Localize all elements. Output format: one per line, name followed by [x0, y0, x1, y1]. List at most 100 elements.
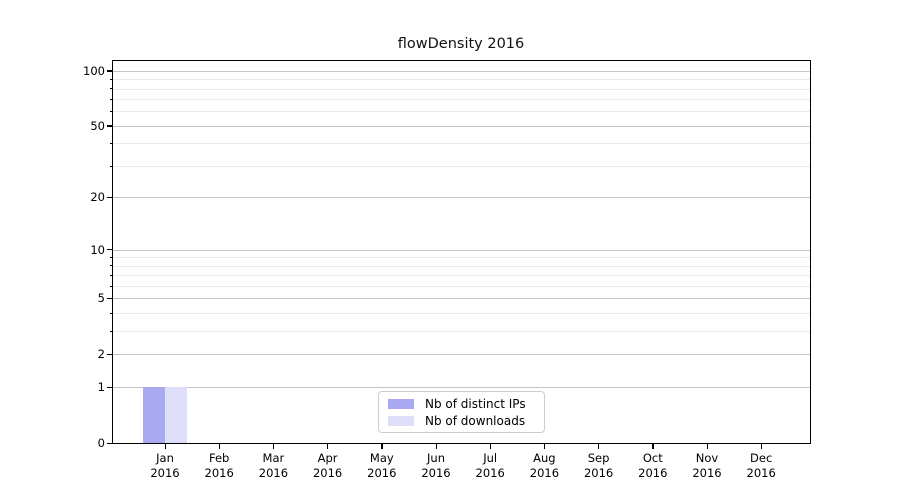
legend-label-downloads: Nb of downloads [425, 413, 526, 428]
y-minor-tick-mark [110, 256, 113, 258]
y-tick-label: 10 [90, 242, 105, 257]
y-minor-tick-mark [110, 330, 113, 332]
x-tick-mark [652, 443, 654, 449]
x-tick-label: Nov 2016 [675, 451, 739, 481]
plot-area [113, 61, 810, 443]
x-tick-label: May 2016 [350, 451, 414, 481]
x-tick-month: Nov [695, 451, 719, 465]
x-tick-mark [164, 443, 166, 449]
y-minor-tick-mark [110, 274, 113, 276]
y-minor-tick-mark [110, 98, 113, 100]
minor-gridline [113, 88, 810, 90]
legend: Nb of distinct IPs Nb of downloads [378, 391, 545, 433]
major-gridline [113, 387, 810, 389]
x-tick-month: Oct [642, 451, 663, 465]
x-tick-month: May [369, 451, 394, 465]
x-tick-year: 2016 [529, 466, 560, 480]
x-tick-year: 2016 [638, 466, 668, 480]
x-tick-mark [760, 443, 762, 449]
legend-label-distinct-ips: Nb of distinct IPs [425, 396, 526, 411]
minor-gridline [113, 265, 810, 267]
major-gridline [113, 249, 810, 251]
minor-gridline [113, 286, 810, 288]
x-tick-mark [489, 443, 491, 449]
x-tick-month: Jun [427, 451, 445, 465]
minor-gridline [113, 275, 810, 277]
major-gridline [113, 197, 810, 199]
x-tick-year: 2016 [367, 466, 397, 480]
minor-gridline [113, 79, 810, 81]
x-tick-mark [272, 443, 275, 449]
x-tick-year: 2016 [312, 466, 343, 480]
x-tick-mark [218, 443, 220, 449]
major-gridline [113, 354, 810, 356]
y-minor-tick-mark [110, 165, 113, 167]
x-tick-month: Feb [209, 451, 230, 465]
x-tick-label: Sep 2016 [567, 451, 631, 481]
x-tick-month: Jan [156, 451, 174, 465]
x-tick-mark [706, 443, 708, 449]
x-tick-month: Apr [317, 451, 338, 465]
minor-gridline [113, 111, 810, 113]
y-minor-tick-mark [110, 110, 113, 112]
y-minor-tick-mark [110, 265, 113, 267]
y-minor-tick-mark [110, 285, 113, 287]
x-tick-year: 2016 [692, 466, 722, 480]
x-tick-year: 2016 [475, 466, 505, 480]
x-tick-month: Mar [262, 451, 285, 465]
x-tick-label: Mar 2016 [241, 451, 305, 481]
major-gridline [113, 298, 810, 300]
minor-gridline [113, 143, 810, 145]
minor-gridline [113, 257, 810, 259]
y-minor-tick-mark [110, 88, 113, 90]
x-tick-label: Apr 2016 [296, 451, 360, 481]
x-tick-mark [327, 443, 329, 449]
x-tick-month: Aug [533, 451, 556, 465]
major-gridline [113, 125, 810, 127]
x-tick-label: Dec 2016 [729, 451, 793, 481]
chart-title: flowDensity 2016 [397, 36, 525, 52]
minor-gridline [113, 313, 810, 315]
x-tick-mark [598, 443, 600, 449]
minor-gridline [113, 331, 810, 333]
minor-gridline [113, 99, 810, 101]
major-gridline [113, 70, 810, 72]
legend-entry-downloads: Nb of downloads [388, 414, 535, 428]
bar-nb-of-distinct-ips [143, 387, 165, 443]
y-minor-tick-mark [110, 142, 113, 144]
y-tick-mark [107, 297, 113, 300]
y-tick-mark [107, 125, 113, 127]
minor-gridline [113, 166, 810, 168]
x-tick-label: Jan 2016 [133, 451, 197, 481]
x-tick-month: Jul [483, 451, 498, 465]
y-tick-mark [107, 70, 113, 72]
x-tick-year: 2016 [746, 466, 776, 480]
y-tick-label: 20 [90, 190, 105, 205]
y-tick-mark [107, 442, 113, 444]
y-tick-label: 5 [97, 291, 105, 306]
x-tick-label: Oct 2016 [621, 451, 685, 481]
y-tick-label: 0 [97, 436, 105, 450]
x-tick-mark [543, 443, 546, 449]
x-tick-mark [435, 443, 437, 449]
x-tick-label: Aug 2016 [512, 451, 576, 481]
x-tick-year: 2016 [421, 466, 451, 480]
y-tick-mark [107, 353, 113, 356]
y-tick-label: 1 [97, 380, 105, 395]
y-tick-label: 50 [90, 118, 105, 133]
x-tick-year: 2016 [583, 466, 614, 480]
x-tick-mark [381, 443, 383, 449]
legend-entry-distinct-ips: Nb of distinct IPs [388, 397, 535, 411]
x-tick-year: 2016 [258, 466, 289, 480]
y-tick-label: 100 [83, 63, 105, 78]
y-minor-tick-mark [110, 312, 113, 314]
y-tick-mark [107, 196, 113, 199]
bar-nb-of-downloads [165, 387, 187, 443]
x-tick-label: Feb 2016 [187, 451, 251, 481]
y-tick-label: 2 [97, 347, 105, 362]
x-tick-year: 2016 [150, 466, 180, 480]
y-tick-mark [107, 249, 113, 251]
y-tick-mark [107, 386, 113, 388]
x-tick-month: Sep [587, 451, 610, 465]
